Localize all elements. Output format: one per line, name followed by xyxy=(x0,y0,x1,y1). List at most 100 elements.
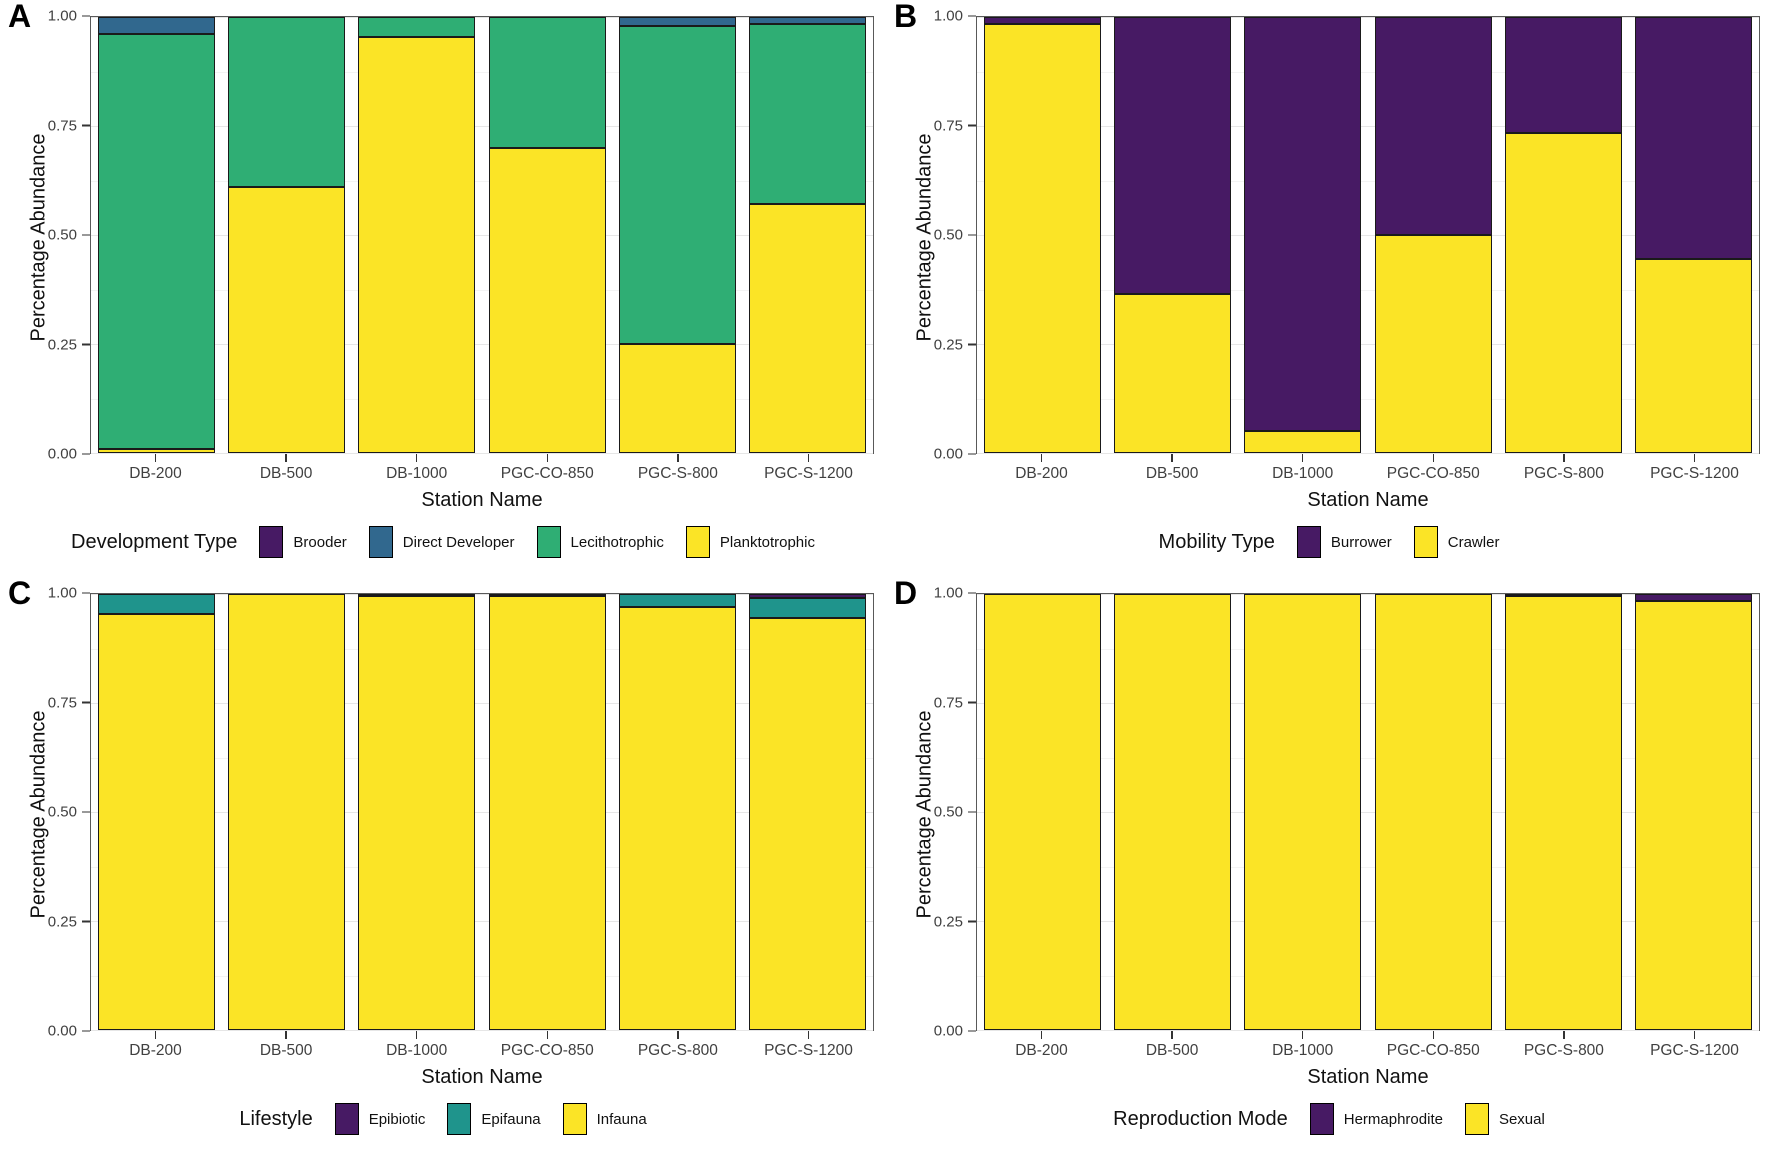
bar-segment-sexual xyxy=(1504,596,1622,1030)
x-tick-mark xyxy=(1171,1031,1173,1039)
x-tick-mark xyxy=(807,454,810,462)
bar-db-200 xyxy=(98,17,215,453)
x-tick: DB-1000 xyxy=(358,454,475,488)
y-tick-mark xyxy=(82,701,90,704)
bar-segment-burrower xyxy=(1374,17,1492,235)
x-tick-label: PGC-CO-850 xyxy=(1386,465,1480,482)
x-tick: DB-200 xyxy=(97,1031,214,1065)
y-tick-mark xyxy=(968,453,976,455)
bar-segment-infauna xyxy=(488,596,606,1030)
bar-pgc-co-850 xyxy=(488,17,606,453)
y-tick-mark xyxy=(82,234,90,236)
x-tick: DB-1000 xyxy=(1244,454,1361,488)
y-tick-label: 0.75 xyxy=(47,117,77,134)
legend-swatch xyxy=(1413,526,1438,558)
y-tick-label: 0.75 xyxy=(933,694,963,711)
y-tick-label: 0.00 xyxy=(47,1022,77,1040)
y-tick: 0.00 xyxy=(934,1023,976,1040)
bar-db-1000 xyxy=(358,594,476,1030)
gridline-minor xyxy=(977,180,1759,182)
gridline-major xyxy=(977,921,1759,922)
gridline-major xyxy=(977,453,1759,454)
legend-title: Reproduction Mode xyxy=(1113,1107,1288,1130)
bar-segment-lecithotrophic xyxy=(98,34,215,449)
x-axis-ticks: DB-200 DB-500 DB-1000 PGC-CO-850 PGC-S-800 PG… xyxy=(976,1031,1760,1065)
y-tick-label: 0.50 xyxy=(933,803,963,821)
x-tick-mark xyxy=(677,1031,679,1039)
legend-label: Brooder xyxy=(293,533,347,551)
x-tick-mark xyxy=(1693,1031,1696,1039)
bar-db-500 xyxy=(1114,17,1232,453)
legend-swatch xyxy=(259,526,284,558)
legend-swatch xyxy=(368,526,393,558)
x-tick-mark xyxy=(415,454,418,462)
x-tick-mark xyxy=(1301,454,1304,462)
bars xyxy=(91,594,873,1030)
panel-d: D Percentage Abundance 1.00 0.75 0.50 0.25 0… xyxy=(886,575,1772,1153)
gridline-major xyxy=(91,812,873,813)
y-axis-ticks: 1.00 0.75 0.50 0.25 0.00 xyxy=(886,585,976,1040)
legend-item-brooder: Brooder xyxy=(259,526,347,558)
x-axis-ticks: DB-200 DB-500 DB-1000 PGC-CO-850 PGC-S-800 PG… xyxy=(90,454,874,488)
bars xyxy=(977,17,1759,453)
bar-segment-infauna xyxy=(98,613,215,1030)
x-tick-mark xyxy=(1040,1031,1043,1039)
bar-segment-planktotrophic xyxy=(618,344,736,453)
y-tick-mark xyxy=(82,343,90,346)
bar-segment-sexual xyxy=(1374,594,1492,1030)
legend-label: Direct Developer xyxy=(402,533,515,551)
bar-segment-crawler xyxy=(984,23,1101,453)
x-tick-mark xyxy=(807,1031,810,1039)
x-tick: PGC-S-800 xyxy=(1505,1031,1622,1065)
panel-d-letter: D xyxy=(894,575,918,611)
x-tick: DB-1000 xyxy=(358,1031,475,1065)
bar-segment-epibiotic xyxy=(748,594,866,599)
panel-b: B Percentage Abundance 1.00 0.75 0.50 0.25 0… xyxy=(886,0,1772,577)
panel-a: A Percentage Abundance 1.00 0.75 0.50 0.25 0… xyxy=(0,0,886,577)
y-tick-label: 0.50 xyxy=(933,226,963,244)
x-tick-mark xyxy=(1040,454,1043,462)
bar-segment-infauna xyxy=(748,617,866,1030)
gridline-minor xyxy=(91,648,873,650)
legend-label: Infauna xyxy=(596,1110,647,1128)
bar-segment-epifauna xyxy=(98,594,215,614)
y-axis-ticks: 1.00 0.75 0.50 0.25 0.00 xyxy=(886,8,976,463)
y-tick-mark xyxy=(968,343,976,346)
x-axis-title: Station Name xyxy=(1307,1066,1429,1088)
bar-pgc-s-1200 xyxy=(1634,17,1752,453)
legend: Development Type Brooder Direct Developer… xyxy=(0,516,886,568)
y-axis-ticks: 1.00 0.75 0.50 0.25 0.00 xyxy=(0,8,90,463)
gridline-major xyxy=(91,594,873,595)
x-tick: DB-1000 xyxy=(1244,1031,1361,1065)
gridline-major xyxy=(977,1030,1759,1031)
gridline-minor xyxy=(91,757,873,759)
x-tick-label: PGC-S-1200 xyxy=(1650,465,1739,482)
gridline-major xyxy=(977,17,1759,18)
x-tick-label: DB-1000 xyxy=(386,465,448,482)
legend-item-crawler: Crawler xyxy=(1413,526,1500,558)
x-tick: DB-200 xyxy=(983,454,1100,488)
legend-label: Crawler xyxy=(1447,533,1500,551)
y-tick: 0.50 xyxy=(48,804,90,821)
legend-label: Epibiotic xyxy=(368,1110,426,1128)
x-axis-title: Station Name xyxy=(1307,489,1429,511)
x-tick: PGC-S-800 xyxy=(619,1031,736,1065)
x-tick-label: DB-200 xyxy=(129,1042,182,1059)
x-tick-mark xyxy=(1432,454,1435,462)
x-tick-mark xyxy=(1563,1031,1565,1039)
y-tick-label: 0.75 xyxy=(933,117,963,134)
x-tick: PGC-CO-850 xyxy=(489,454,606,488)
y-tick-label: 0.50 xyxy=(47,226,77,244)
bar-segment-lecithotrophic xyxy=(748,23,866,205)
y-tick: 1.00 xyxy=(48,8,90,25)
bar-db-1000 xyxy=(1244,594,1362,1030)
bar-db-500 xyxy=(228,594,346,1030)
bar-segment-epifauna xyxy=(488,594,606,597)
x-tick: DB-500 xyxy=(1114,1031,1231,1065)
bar-segment-planktotrophic xyxy=(488,147,606,453)
gridline-minor xyxy=(977,866,1759,868)
legend-label: Planktotrophic xyxy=(719,533,815,551)
y-tick-label: 0.25 xyxy=(933,913,963,930)
bar-segment-crawler xyxy=(1504,132,1622,453)
plot-area xyxy=(90,16,874,454)
